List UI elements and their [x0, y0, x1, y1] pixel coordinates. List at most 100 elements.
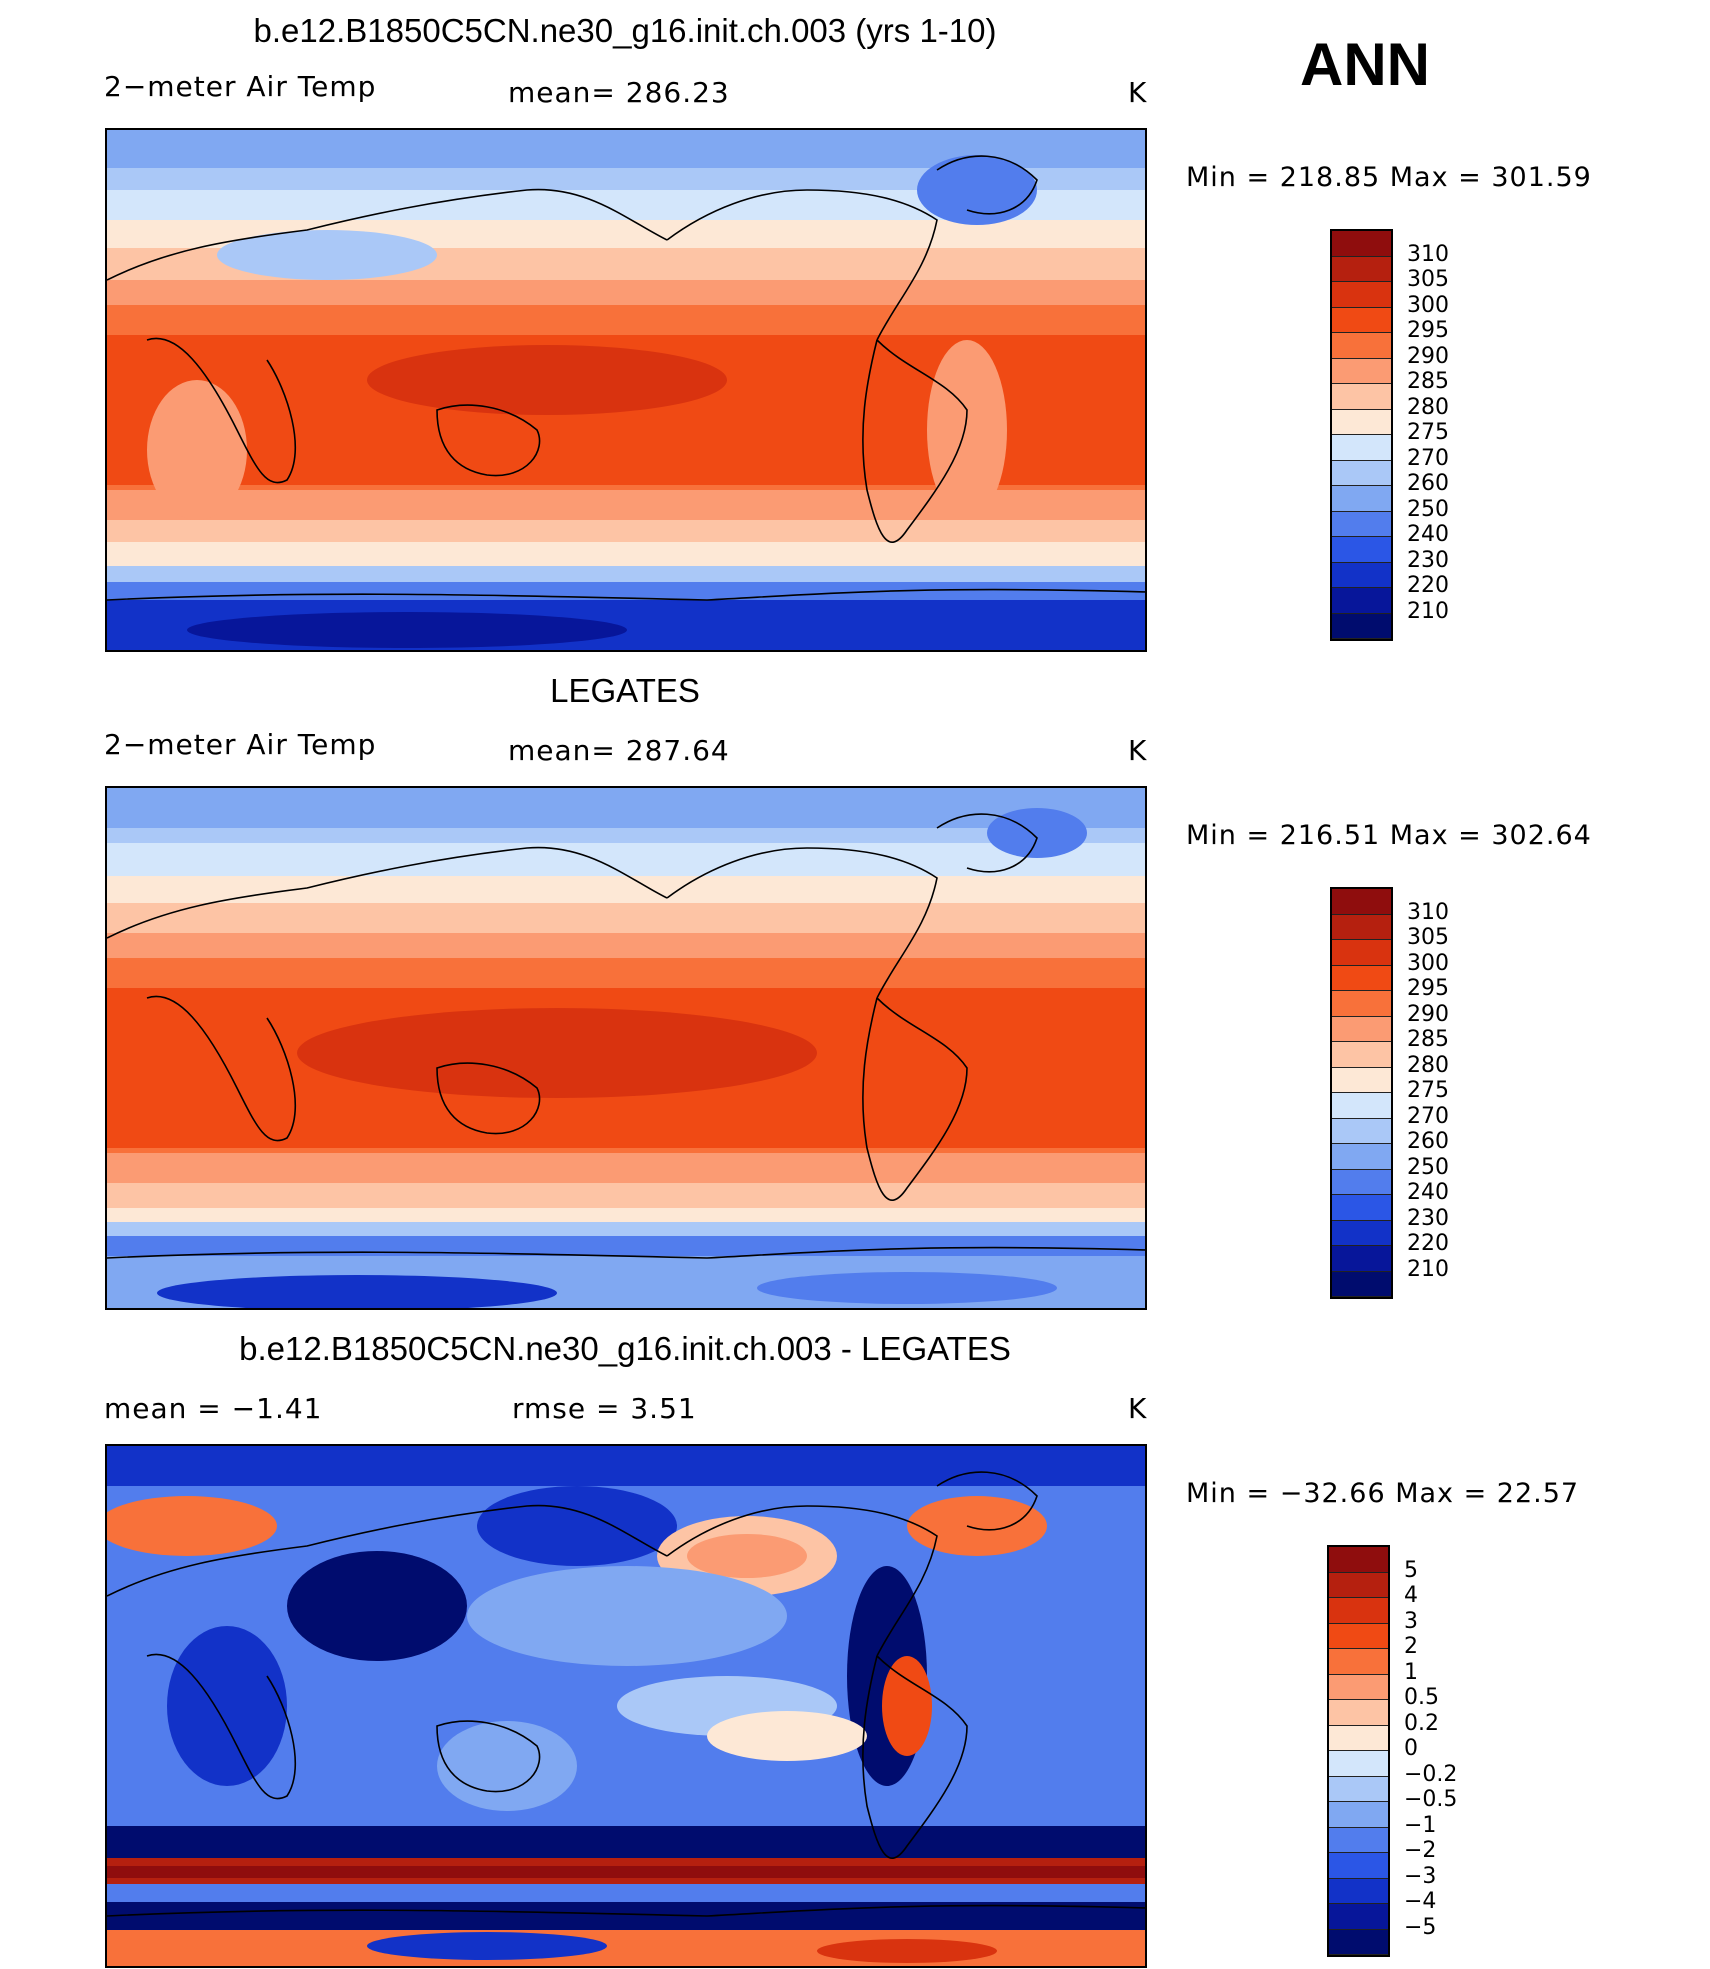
colorbar-tick-label: −2	[1404, 1838, 1437, 1863]
panel-1-colorbar	[1330, 229, 1393, 641]
colorbar-cell	[1332, 435, 1391, 461]
colorbar-cell	[1329, 1547, 1388, 1573]
colorbar-tick-label: 240	[1407, 1180, 1449, 1205]
panel-2-map	[105, 786, 1147, 1310]
colorbar-tick-label: 250	[1407, 496, 1449, 522]
colorbar-tick-label: 290	[1407, 1001, 1449, 1027]
colorbar-cell	[1332, 358, 1391, 384]
colorbar-tick-label: 270	[1407, 445, 1449, 471]
colorbar-tick-label: −4	[1404, 1889, 1437, 1914]
panel-2-minmax: Min = 216.51 Max = 302.64	[1186, 820, 1592, 851]
colorbar-cell	[1329, 1776, 1388, 1802]
colorbar-tick-label: 0.5	[1404, 1685, 1439, 1710]
colorbar-tick-label: 0	[1404, 1736, 1418, 1761]
colorbar-cell	[1329, 1572, 1388, 1598]
colorbar-cell	[1332, 1093, 1391, 1119]
colorbar-cell	[1332, 562, 1391, 588]
colorbar-cell	[1332, 282, 1391, 308]
colorbar-tick-label: −5	[1404, 1914, 1437, 1940]
colorbar-tick-label: 260	[1407, 1129, 1449, 1154]
panel-3-minmax: Min = −32.66 Max = 22.57	[1186, 1478, 1580, 1509]
colorbar-tick-label: −3	[1404, 1863, 1437, 1889]
colorbar-cell	[1332, 384, 1391, 410]
colorbar-cell	[1332, 409, 1391, 435]
colorbar-cell	[1332, 1271, 1391, 1297]
panel-2-mean-label: mean= 287.64	[508, 734, 730, 767]
colorbar-cell	[1329, 1802, 1388, 1828]
colorbar-cell	[1332, 889, 1391, 915]
colorbar-tick-label: −0.2	[1404, 1761, 1458, 1787]
colorbar-cell	[1329, 1649, 1388, 1675]
colorbar-tick-label: 230	[1407, 1205, 1449, 1231]
colorbar-cell	[1332, 537, 1391, 563]
colorbar-cell	[1332, 588, 1391, 614]
colorbar-tick-label: 5	[1404, 1557, 1418, 1583]
colorbar-cell	[1332, 1169, 1391, 1195]
colorbar-cell	[1329, 1904, 1388, 1930]
panel-1-mean-label: mean= 286.23	[508, 76, 730, 109]
colorbar-cell	[1332, 486, 1391, 512]
panel-3-title: b.e12.B1850C5CN.ne30_g16.init.ch.003 - L…	[239, 1330, 1011, 1367]
colorbar-tick-label: −0.5	[1404, 1787, 1458, 1812]
colorbar-tick-label: 310	[1407, 899, 1449, 925]
panel-3-mean-label: mean = −1.41	[104, 1392, 323, 1425]
colorbar-tick-label: 275	[1407, 1078, 1449, 1103]
colorbar-cell	[1332, 965, 1391, 991]
colorbar-tick-label: 280	[1407, 394, 1449, 420]
panel-1-units-label: K	[1128, 76, 1148, 109]
season-label: ANN	[1300, 31, 1430, 98]
colorbar-tick-label: 295	[1407, 318, 1449, 343]
colorbar-tick-label: 300	[1407, 292, 1449, 318]
colorbar-cell	[1329, 1929, 1388, 1955]
panel-2-colorbar	[1330, 887, 1393, 1299]
colorbar-cell	[1329, 1623, 1388, 1649]
colorbar-cell	[1329, 1700, 1388, 1726]
panel-2-variable-label: 2−meter Air Temp	[104, 728, 377, 761]
colorbar-tick-label: 1	[1404, 1659, 1418, 1685]
panel-2-title: LEGATES	[550, 672, 700, 709]
colorbar-cell	[1332, 991, 1391, 1017]
colorbar-cell	[1332, 914, 1391, 940]
colorbar-cell	[1332, 511, 1391, 537]
colorbar-tick-label: 4	[1404, 1583, 1418, 1608]
panel-3-map	[105, 1444, 1147, 1968]
panel-3-rmse-label: rmse = 3.51	[512, 1392, 697, 1425]
panel-1-minmax: Min = 218.85 Max = 301.59	[1186, 162, 1592, 193]
colorbar-cell	[1329, 1878, 1388, 1904]
colorbar-cell	[1332, 1067, 1391, 1093]
colorbar-tick-label: 270	[1407, 1103, 1449, 1129]
colorbar-cell	[1332, 1118, 1391, 1144]
colorbar-tick-label: 3	[1404, 1608, 1418, 1634]
colorbar-tick-label: 0.2	[1404, 1710, 1439, 1736]
colorbar-tick-label: 230	[1407, 547, 1449, 573]
colorbar-cell	[1329, 1751, 1388, 1777]
colorbar-tick-label: 285	[1407, 1027, 1449, 1052]
colorbar-cell	[1332, 1042, 1391, 1068]
colorbar-cell	[1329, 1725, 1388, 1751]
colorbar-tick-label: 290	[1407, 343, 1449, 369]
panel-1-variable-label: 2−meter Air Temp	[104, 70, 377, 103]
panel-1-map-field	[107, 130, 1145, 650]
colorbar-tick-label: −1	[1404, 1812, 1437, 1838]
colorbar-cell	[1329, 1827, 1388, 1853]
colorbar-tick-label: 275	[1407, 420, 1449, 445]
colorbar-cell	[1332, 613, 1391, 639]
colorbar-tick-label: 305	[1407, 925, 1449, 950]
colorbar-tick-label: 2	[1404, 1634, 1418, 1659]
colorbar-cell	[1332, 333, 1391, 359]
panel-3-colorbar	[1327, 1545, 1390, 1957]
colorbar-tick-label: 250	[1407, 1154, 1449, 1180]
colorbar-cell	[1329, 1674, 1388, 1700]
panel-2-map-field	[107, 788, 1145, 1308]
colorbar-cell	[1332, 1016, 1391, 1042]
colorbar-cell	[1332, 307, 1391, 333]
colorbar-cell	[1329, 1598, 1388, 1624]
colorbar-tick-label: 260	[1407, 471, 1449, 496]
colorbar-tick-label: 295	[1407, 976, 1449, 1001]
colorbar-cell	[1332, 1195, 1391, 1221]
colorbar-tick-label: 305	[1407, 267, 1449, 292]
colorbar-tick-label: 285	[1407, 369, 1449, 394]
colorbar-tick-label: 210	[1407, 598, 1449, 624]
colorbar-cell	[1332, 1220, 1391, 1246]
panel-1-title: b.e12.B1850C5CN.ne30_g16.init.ch.003 (yr…	[253, 12, 997, 49]
